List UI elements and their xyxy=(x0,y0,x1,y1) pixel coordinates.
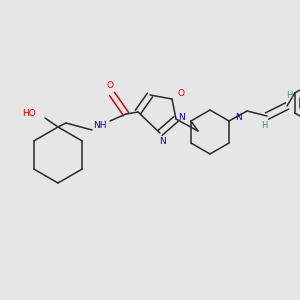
Text: N: N xyxy=(178,112,185,122)
Text: H: H xyxy=(261,122,267,130)
Text: O: O xyxy=(106,80,113,89)
Text: NH: NH xyxy=(93,121,107,130)
Text: HO: HO xyxy=(22,109,36,118)
Text: O: O xyxy=(178,88,184,98)
Text: N: N xyxy=(159,137,165,146)
Text: H: H xyxy=(286,92,292,100)
Text: N: N xyxy=(235,112,242,122)
